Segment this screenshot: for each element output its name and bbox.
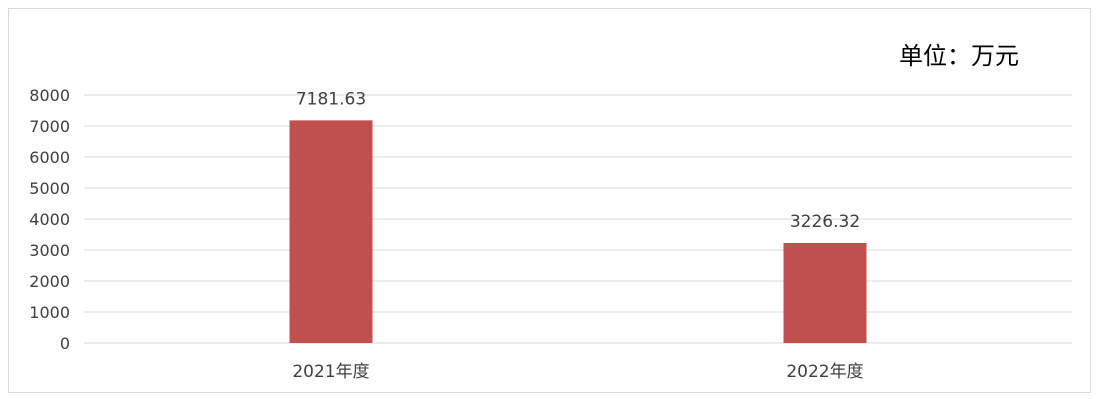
unit-label: 单位：万元: [899, 42, 1019, 70]
x-axis-category-labels: 2021年度 2022年度: [292, 362, 863, 382]
y-tick-label: 7000: [29, 117, 70, 136]
y-tick-label: 6000: [29, 148, 70, 167]
y-tick-label: 8000: [29, 86, 70, 105]
bar: [783, 242, 867, 343]
x-category-label: 2021年度: [292, 362, 369, 382]
data-label: 7181.63: [296, 89, 366, 109]
data-label: 3226.32: [790, 212, 860, 232]
y-tick-label: 4000: [29, 210, 70, 229]
y-axis-tick-labels: 0 1000 2000 3000 4000 5000 6000 7000 8000: [29, 86, 70, 353]
y-tick-label: 1000: [29, 303, 70, 322]
bars: [289, 120, 867, 343]
chart-frame: [8, 8, 1091, 393]
x-category-label: 2022年度: [786, 362, 863, 382]
y-tick-label: 2000: [29, 272, 70, 291]
bar: [289, 120, 373, 343]
y-tick-label: 0: [60, 334, 70, 353]
data-labels: 7181.63 3226.32: [296, 89, 860, 232]
y-tick-label: 5000: [29, 179, 70, 198]
y-tick-label: 3000: [29, 241, 70, 260]
gridlines: [84, 94, 1072, 344]
